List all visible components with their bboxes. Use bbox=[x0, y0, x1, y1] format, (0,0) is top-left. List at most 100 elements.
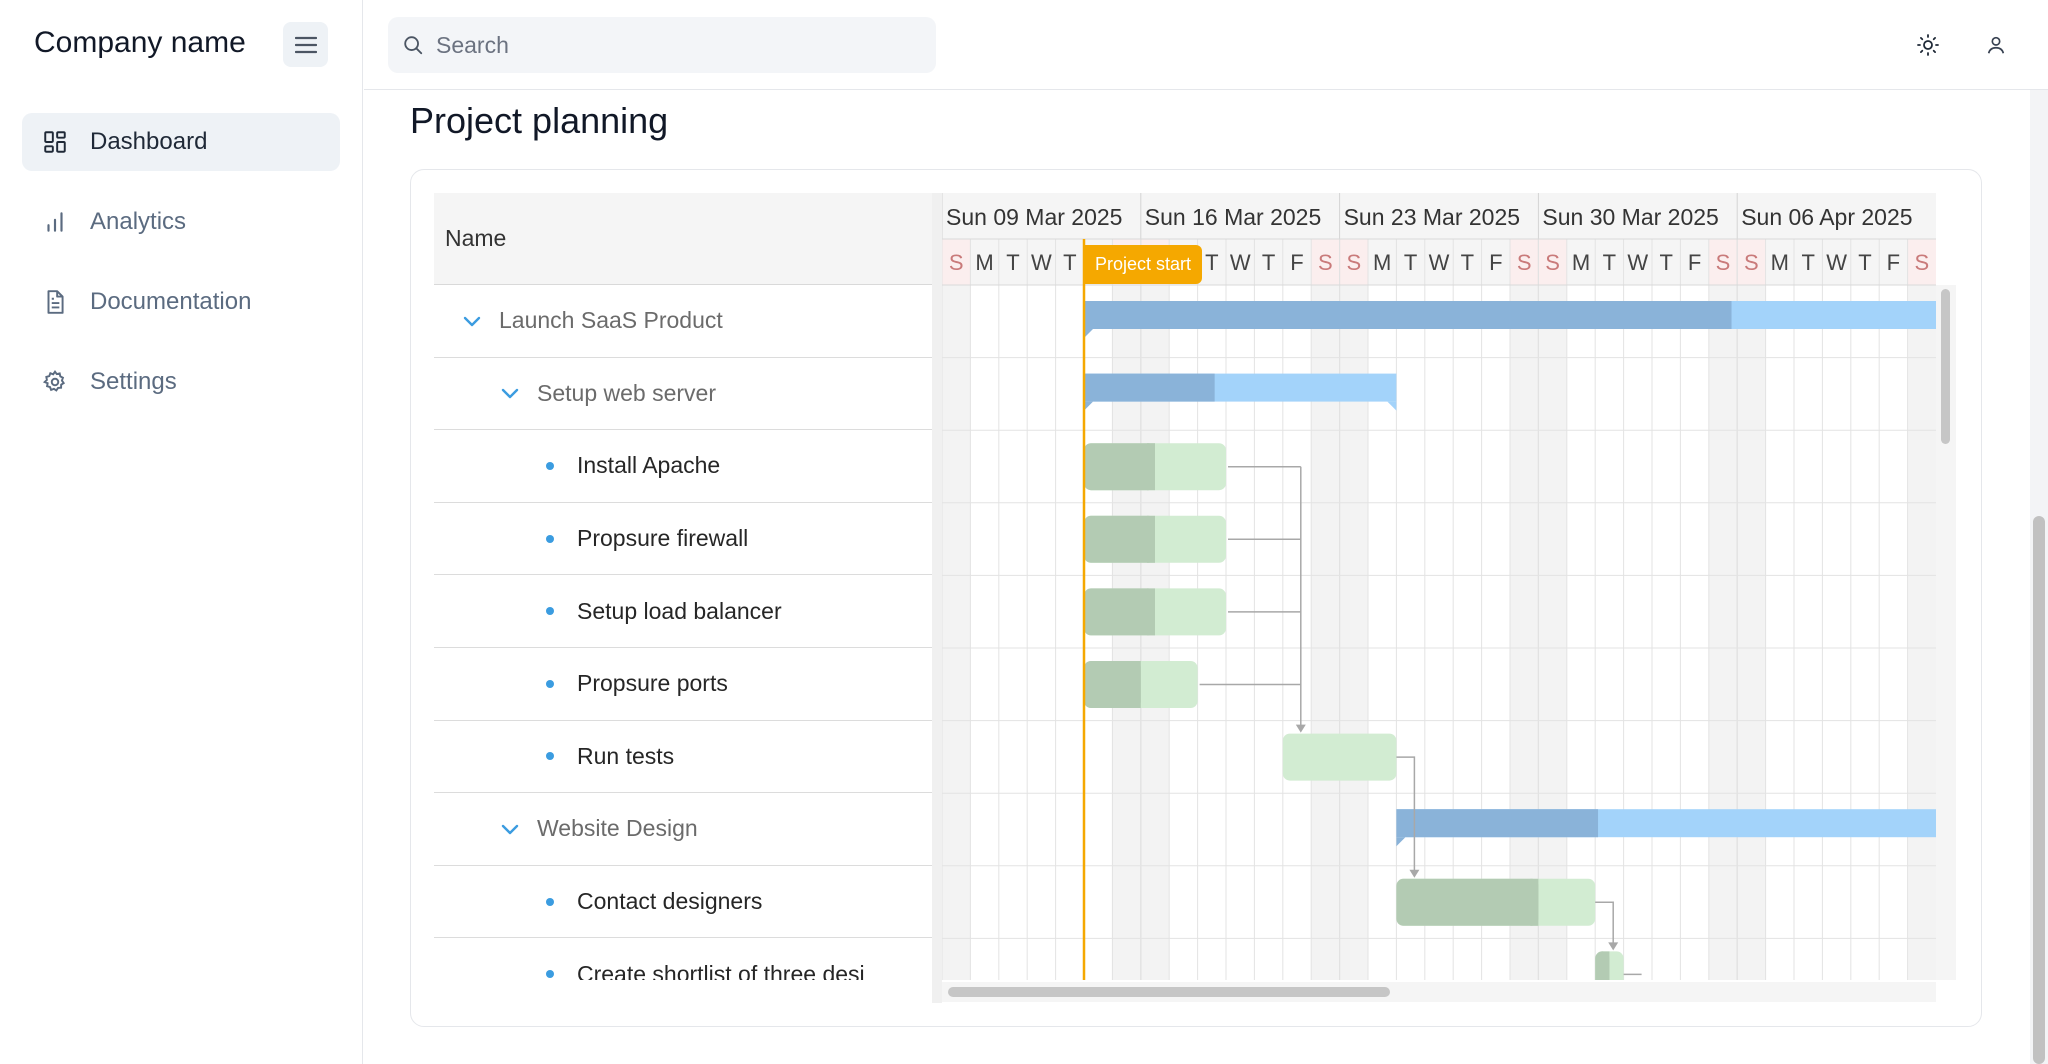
day-letter: T bbox=[1801, 250, 1814, 275]
search-box[interactable] bbox=[388, 17, 936, 73]
bullet-icon bbox=[546, 970, 554, 979]
weekend-header-cell bbox=[1339, 239, 1368, 285]
summary-bar-cap-end bbox=[1387, 401, 1397, 411]
day-letter: S bbox=[1914, 250, 1929, 275]
task-name: Setup load balancer bbox=[577, 597, 782, 624]
sidebar-nav: Dashboard Analytics Documentation bbox=[22, 113, 340, 433]
week-label: Sun 16 Mar 2025 bbox=[1145, 204, 1321, 230]
sidebar-item-dashboard[interactable]: Dashboard bbox=[22, 113, 340, 171]
sun-icon bbox=[1917, 34, 1939, 56]
search-icon bbox=[404, 36, 423, 55]
timeline-chart: Sun 09 Mar 2025 Sun 16 Mar 2025 Sun 23 Mar… bbox=[942, 193, 1936, 980]
topbar bbox=[364, 0, 2048, 90]
summary-bar-progress bbox=[1084, 301, 1732, 329]
grid-header-name[interactable]: Name bbox=[434, 193, 932, 285]
bullet-icon bbox=[546, 897, 554, 906]
theme-toggle-button[interactable] bbox=[1911, 28, 1945, 62]
week-label: Sun 30 Mar 2025 bbox=[1542, 204, 1718, 230]
week-label: Sun 23 Mar 2025 bbox=[1344, 204, 1520, 230]
sidebar: Company name Dashboard Analytics bbox=[0, 0, 363, 1064]
company-name: Company name bbox=[34, 26, 246, 59]
weekend-header-cell bbox=[1538, 239, 1567, 285]
task-row[interactable]: Run tests bbox=[434, 721, 932, 794]
day-letter: M bbox=[1572, 250, 1590, 275]
day-letter: S bbox=[1318, 250, 1333, 275]
user-menu-button[interactable] bbox=[1979, 28, 2013, 62]
timeline-vertical-scrollbar[interactable] bbox=[1936, 285, 1956, 980]
horizontal-scroll-thumb[interactable] bbox=[948, 987, 1390, 997]
task-row[interactable]: Install Apache bbox=[434, 430, 932, 503]
day-letter: F bbox=[1290, 250, 1303, 275]
dependency-line bbox=[1396, 756, 1416, 874]
day-letter: T bbox=[1063, 250, 1076, 275]
day-letter: S bbox=[1744, 250, 1759, 275]
bullet-icon bbox=[546, 534, 554, 543]
week-label: Sun 06 Apr 2025 bbox=[1741, 204, 1912, 230]
search-input[interactable] bbox=[436, 31, 916, 59]
task-row[interactable]: Contact designers bbox=[434, 866, 932, 939]
weekend-header-cell bbox=[1311, 239, 1340, 285]
day-letter: F bbox=[1489, 250, 1502, 275]
weekend-header-cell bbox=[1737, 239, 1766, 285]
page-scroll-thumb[interactable] bbox=[2033, 516, 2045, 1064]
day-letter: W bbox=[1031, 250, 1052, 275]
summary-bar-cap-start bbox=[1396, 837, 1406, 847]
task-bar-progress-edge bbox=[1147, 443, 1155, 491]
summary-bar-progress bbox=[1396, 809, 1599, 838]
weekend-header-cell bbox=[942, 239, 971, 285]
dependency-arrow bbox=[1295, 724, 1306, 733]
task-row-summary[interactable]: Website Design bbox=[434, 793, 932, 866]
sidebar-item-label: Settings bbox=[90, 368, 177, 395]
weekend-header-cell bbox=[1708, 239, 1738, 285]
grid-splitter[interactable] bbox=[932, 193, 942, 1003]
day-letter: T bbox=[1659, 250, 1672, 275]
hamburger-icon bbox=[294, 36, 317, 53]
timeline-horizontal-scrollbar[interactable] bbox=[942, 982, 1936, 1002]
sidebar-item-documentation[interactable]: Documentation bbox=[22, 273, 340, 331]
day-letter: S bbox=[1545, 250, 1560, 275]
task-row[interactable]: Setup load balancer bbox=[434, 575, 932, 648]
bullet-icon bbox=[546, 607, 554, 616]
chevron-down-icon[interactable] bbox=[498, 381, 522, 405]
task-row[interactable]: Propsure firewall bbox=[434, 503, 932, 576]
task-bar-progress-edge bbox=[1147, 588, 1155, 636]
menu-toggle-button[interactable] bbox=[283, 22, 328, 67]
chevron-down-icon[interactable] bbox=[460, 309, 484, 333]
page-title: Project planning bbox=[410, 100, 669, 141]
task-bar-progress-edge bbox=[1147, 515, 1155, 563]
bar-chart-icon bbox=[40, 207, 70, 237]
weekend-column bbox=[942, 285, 971, 980]
task-row-summary[interactable]: Launch SaaS Product bbox=[434, 285, 932, 358]
chevron-down-icon[interactable] bbox=[498, 817, 522, 841]
task-name: Launch SaaS Product bbox=[499, 307, 723, 334]
task-bar-progress-edge bbox=[1601, 951, 1610, 980]
dependency-arrow bbox=[1608, 942, 1619, 951]
sidebar-item-analytics[interactable]: Analytics bbox=[22, 193, 340, 251]
dependency-line bbox=[1595, 901, 1614, 947]
day-letter: T bbox=[1858, 250, 1871, 275]
gantt-timeline: Sun 09 Mar 2025 Sun 16 Mar 2025 Sun 23 Mar… bbox=[942, 193, 1936, 980]
task-bar-progress bbox=[1084, 515, 1155, 563]
weekend-header-cell bbox=[1907, 239, 1936, 285]
task-row-summary[interactable]: Setup web server bbox=[434, 358, 932, 431]
task-row[interactable]: Create shortlist of three desi bbox=[434, 938, 932, 980]
bullet-icon bbox=[546, 752, 554, 761]
vertical-scroll-thumb[interactable] bbox=[1941, 289, 1950, 444]
gear-icon bbox=[40, 367, 70, 397]
task-name: Propsure firewall bbox=[577, 525, 749, 552]
page-scrollbar[interactable] bbox=[2030, 90, 2048, 1064]
task-bar-progress bbox=[1084, 588, 1155, 636]
gantt-task-grid: Name Launch SaaS Product Setup web server… bbox=[434, 193, 932, 980]
user-icon bbox=[1987, 36, 2005, 54]
day-letter: S bbox=[949, 250, 964, 275]
dependency-arrow bbox=[1409, 869, 1420, 878]
task-name: Website Design bbox=[537, 815, 698, 842]
task-name: Setup web server bbox=[537, 379, 716, 406]
weekend-column bbox=[1538, 285, 1567, 980]
week-label: Sun 09 Mar 2025 bbox=[946, 204, 1122, 230]
task-row[interactable]: Propsure ports bbox=[434, 648, 932, 721]
day-letter: T bbox=[1262, 250, 1275, 275]
task-rows: Launch SaaS Product Setup web server Insta… bbox=[434, 285, 932, 980]
sidebar-item-settings[interactable]: Settings bbox=[22, 353, 340, 411]
day-letter: S bbox=[1517, 250, 1532, 275]
